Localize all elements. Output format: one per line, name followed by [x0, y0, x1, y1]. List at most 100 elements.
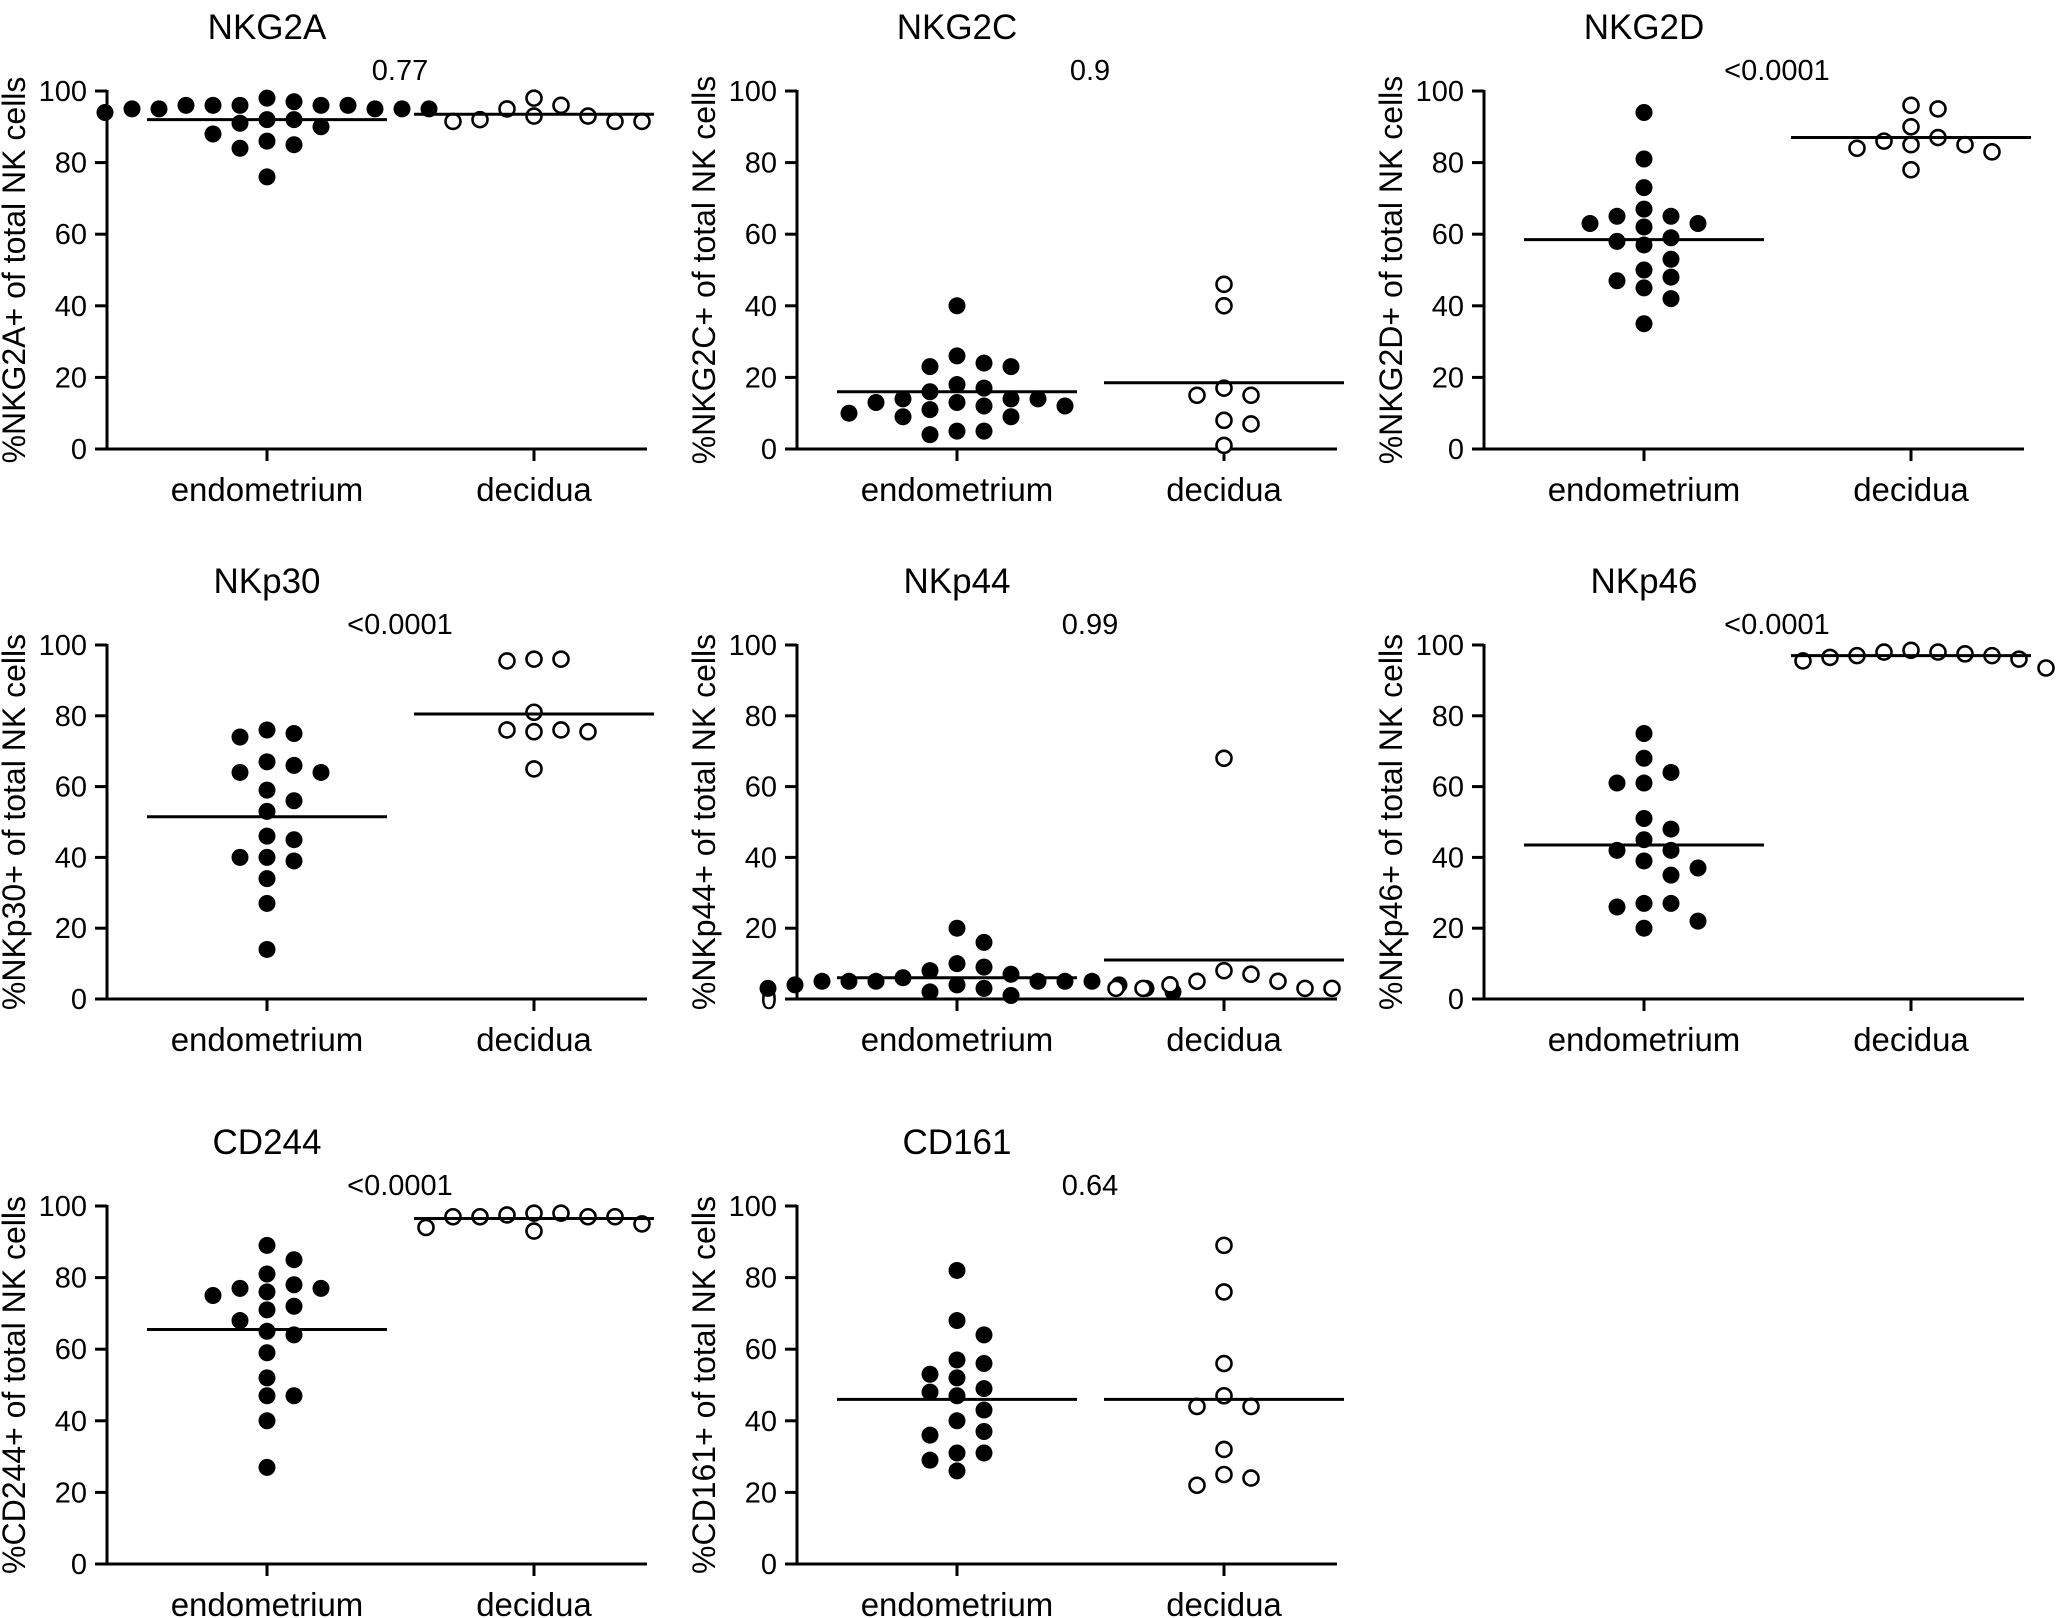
data-point	[1635, 725, 1653, 742]
data-point	[525, 703, 543, 722]
data-point	[231, 848, 249, 866]
data-point	[1029, 390, 1047, 408]
data-point	[1662, 268, 1680, 286]
data-point	[1083, 972, 1101, 990]
x-category-label: endometrium	[861, 471, 1054, 508]
data-point	[1635, 315, 1653, 333]
data-point	[1242, 1469, 1260, 1487]
data-point	[231, 763, 249, 781]
data-point	[948, 1412, 966, 1430]
data-point	[258, 781, 276, 799]
x-category-label: decidua	[476, 471, 592, 508]
y-tick-label: 100	[39, 630, 87, 662]
data-point	[1215, 1465, 1233, 1484]
data-point	[552, 96, 570, 115]
series-decidua	[414, 89, 654, 131]
data-point	[975, 1380, 993, 1398]
data-point	[921, 1426, 939, 1444]
y-axis-label: %NKG2C+ of total NK cells	[686, 76, 722, 465]
y-tick-label: 20	[55, 1477, 87, 1509]
panel-nkp46: NKp46 <0.0001 0 20 40 60 80 100%NKp46+ of total…	[1373, 562, 2055, 1058]
data-point	[258, 894, 276, 912]
series-endometrium	[96, 89, 438, 186]
panel-title: NKG2A	[208, 8, 327, 47]
data-point	[258, 1283, 276, 1301]
data-point	[1323, 979, 1341, 998]
y-tick-label: 60	[55, 772, 87, 804]
data-point	[1635, 774, 1653, 792]
data-point	[975, 379, 993, 397]
data-point	[231, 96, 249, 114]
data-point	[1188, 1476, 1206, 1495]
data-point	[1242, 965, 1260, 984]
data-point	[552, 721, 570, 739]
data-point	[1134, 979, 1152, 998]
y-tick-label: 100	[1416, 630, 1464, 662]
y-tick-label: 80	[55, 701, 87, 733]
data-point	[1215, 1440, 1233, 1459]
panel-nkp30: NKp30 <0.0001 0 20 40 60 80 100%NKp30+ of total…	[0, 562, 654, 1058]
data-point	[1215, 1386, 1233, 1405]
data-point	[1635, 218, 1653, 236]
y-axis-label: %NKG2D+ of total NK cells	[1373, 76, 1409, 465]
panel-cd161: CD161 0.64 0 20 40 60 80 100%CD161+ of total NK…	[686, 1123, 1344, 1618]
y-tick-label: 60	[745, 219, 777, 251]
panel-title: NKG2C	[897, 8, 1018, 47]
x-category-label: decidua	[1853, 1021, 1969, 1058]
data-point	[1161, 976, 1179, 994]
y-tick-label: 60	[1432, 219, 1464, 251]
y-axis-label: %NKp46+ of total NK cells	[1373, 634, 1409, 1010]
data-point	[1029, 972, 1047, 990]
data-point	[1794, 652, 1812, 670]
data-point	[1215, 275, 1233, 294]
data-point	[177, 96, 195, 114]
data-point	[1056, 972, 1074, 990]
data-point	[975, 979, 993, 997]
data-point	[285, 852, 303, 870]
y-tick-label: 40	[55, 842, 87, 874]
data-point	[921, 1383, 939, 1401]
x-category-label: endometrium	[861, 1586, 1054, 1618]
data-point	[894, 390, 912, 408]
data-point	[921, 1365, 939, 1383]
p-value-label: 0.77	[372, 55, 428, 87]
data-point	[1608, 898, 1626, 916]
data-point	[759, 979, 777, 997]
data-point	[1929, 100, 1947, 118]
data-point	[975, 958, 993, 976]
y-axis-label: %NKp44+ of total NK cells	[686, 634, 722, 1010]
data-point	[312, 763, 330, 781]
x-category-label: endometrium	[1548, 1021, 1741, 1058]
data-point	[948, 422, 966, 440]
data-point	[258, 168, 276, 186]
data-point	[975, 1423, 993, 1441]
data-point	[498, 100, 516, 118]
data-point	[96, 103, 114, 121]
y-tick-label: 60	[55, 219, 87, 251]
x-category-label: endometrium	[1548, 471, 1741, 508]
data-point	[1662, 820, 1680, 838]
data-point	[471, 1207, 489, 1226]
y-tick-label: 40	[745, 1406, 777, 1438]
data-point	[1635, 809, 1653, 827]
y-tick-label: 100	[729, 1191, 777, 1223]
data-point	[258, 1458, 276, 1476]
data-point	[1902, 96, 1920, 115]
data-point	[285, 1276, 303, 1294]
data-point	[894, 408, 912, 426]
x-category-label: endometrium	[171, 471, 364, 508]
data-point	[1689, 859, 1707, 877]
data-point	[123, 100, 141, 118]
series-decidua	[414, 650, 654, 778]
data-point	[1215, 436, 1233, 455]
data-point	[285, 136, 303, 154]
data-point	[204, 125, 222, 143]
y-tick-label: 80	[55, 1263, 87, 1295]
data-point	[1002, 408, 1020, 426]
y-tick-label: 100	[1416, 76, 1464, 108]
data-point	[258, 1387, 276, 1405]
data-point	[1269, 972, 1287, 991]
y-tick-label: 0	[761, 1549, 777, 1581]
series-endometrium	[837, 297, 1077, 444]
